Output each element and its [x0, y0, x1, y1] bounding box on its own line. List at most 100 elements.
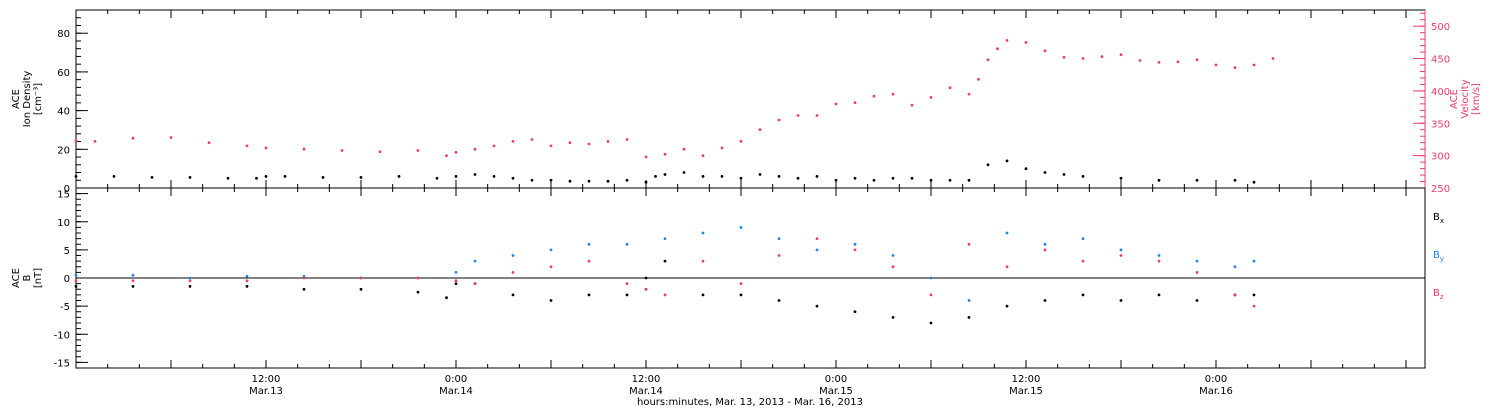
data-point	[739, 140, 743, 143]
data-point	[663, 173, 667, 176]
legend-item: By	[1433, 250, 1444, 263]
data-point	[1024, 167, 1028, 171]
data-point	[1100, 55, 1104, 58]
x-tick-date: Mar.15	[1009, 386, 1043, 397]
data-point	[739, 293, 743, 297]
x-tick-date: Mar.15	[819, 386, 853, 397]
data-point	[587, 179, 591, 183]
data-point	[1043, 299, 1047, 302]
data-point	[720, 146, 724, 150]
ylabel-line: [nT]	[33, 268, 44, 288]
data-point	[245, 144, 249, 148]
data-point	[1024, 41, 1028, 44]
data-point	[967, 92, 971, 96]
data-point	[454, 282, 458, 285]
data-point	[416, 276, 420, 280]
data-point	[663, 293, 667, 297]
data-point	[1119, 254, 1123, 257]
data-point	[929, 276, 933, 280]
y-tick-label: -10	[54, 330, 70, 341]
data-point	[625, 282, 629, 285]
data-point	[359, 276, 363, 280]
data-point	[74, 279, 78, 283]
data-point	[131, 279, 135, 283]
y2-tick-label: 250	[1431, 184, 1450, 195]
data-point	[1081, 259, 1085, 263]
y2-tick-label: 350	[1431, 119, 1450, 130]
data-point	[1195, 58, 1199, 62]
data-point	[777, 175, 781, 178]
data-point	[1081, 293, 1085, 297]
data-point	[967, 316, 971, 319]
data-point	[967, 242, 971, 246]
top-ylabel2: ACE Velocity [km/s]	[1449, 79, 1482, 118]
data-point	[587, 142, 591, 146]
series-By	[74, 226, 1256, 302]
data-point	[625, 178, 629, 182]
data-point	[226, 176, 230, 180]
series-Bx	[74, 259, 1256, 325]
data-point	[967, 299, 971, 302]
data-point	[1214, 63, 1218, 67]
x-tick-date: Mar.14	[629, 386, 663, 397]
data-point	[853, 310, 857, 314]
data-point	[188, 285, 192, 288]
data-point	[1005, 231, 1009, 235]
data-point	[549, 248, 553, 252]
data-point	[445, 154, 448, 158]
data-point	[625, 138, 629, 141]
y-tick-label: 60	[57, 68, 70, 79]
y-tick-label: 15	[57, 190, 70, 201]
data-point	[644, 180, 648, 184]
data-point	[891, 316, 895, 319]
data-point	[1252, 63, 1256, 67]
x-tick-date: Mar.13	[249, 386, 283, 397]
data-point	[777, 237, 781, 241]
data-point	[701, 259, 705, 263]
data-point	[1176, 60, 1180, 64]
data-point	[1252, 304, 1256, 308]
y-tick-label: 0	[64, 274, 70, 285]
data-point	[1195, 299, 1199, 302]
y-tick-label: 0	[64, 184, 70, 195]
data-point	[663, 259, 667, 263]
data-point	[739, 226, 743, 229]
data-point	[454, 271, 458, 274]
ylabel2-line: Velocity	[1460, 79, 1471, 118]
data-point	[1271, 57, 1275, 60]
y-tick-label: -5	[60, 302, 70, 313]
x-tick-time: 0:00	[445, 374, 467, 385]
data-point	[625, 242, 629, 246]
legend-item: Bx	[1433, 212, 1444, 225]
ylabel-line: ACE	[11, 89, 22, 109]
data-point	[473, 173, 477, 176]
x-tick-date: Mar.16	[1199, 386, 1233, 397]
data-point	[1233, 293, 1237, 297]
data-point	[1062, 173, 1066, 176]
data-point	[758, 128, 762, 132]
data-point	[1252, 259, 1256, 263]
data-point	[511, 140, 515, 143]
ylabel2-line: ACE	[1449, 89, 1460, 109]
data-point	[473, 282, 477, 285]
data-point	[378, 150, 382, 154]
data-point	[1233, 265, 1237, 269]
data-point	[1233, 66, 1237, 69]
y-tick-label: 5	[64, 246, 70, 257]
data-point	[74, 285, 78, 288]
data-point	[1252, 180, 1256, 184]
data-point	[321, 176, 325, 179]
data-point	[1119, 176, 1123, 180]
y-tick-label: 40	[57, 107, 70, 118]
data-point	[644, 287, 648, 291]
series-right	[74, 39, 1275, 159]
data-point	[910, 103, 914, 107]
data-point	[891, 265, 895, 269]
ylabel-line: Ion Density	[22, 71, 33, 128]
data-point	[853, 101, 857, 104]
data-point	[1252, 293, 1256, 297]
data-point	[701, 154, 705, 158]
data-point	[1157, 61, 1161, 64]
data-point	[264, 175, 268, 178]
data-point	[473, 259, 477, 263]
